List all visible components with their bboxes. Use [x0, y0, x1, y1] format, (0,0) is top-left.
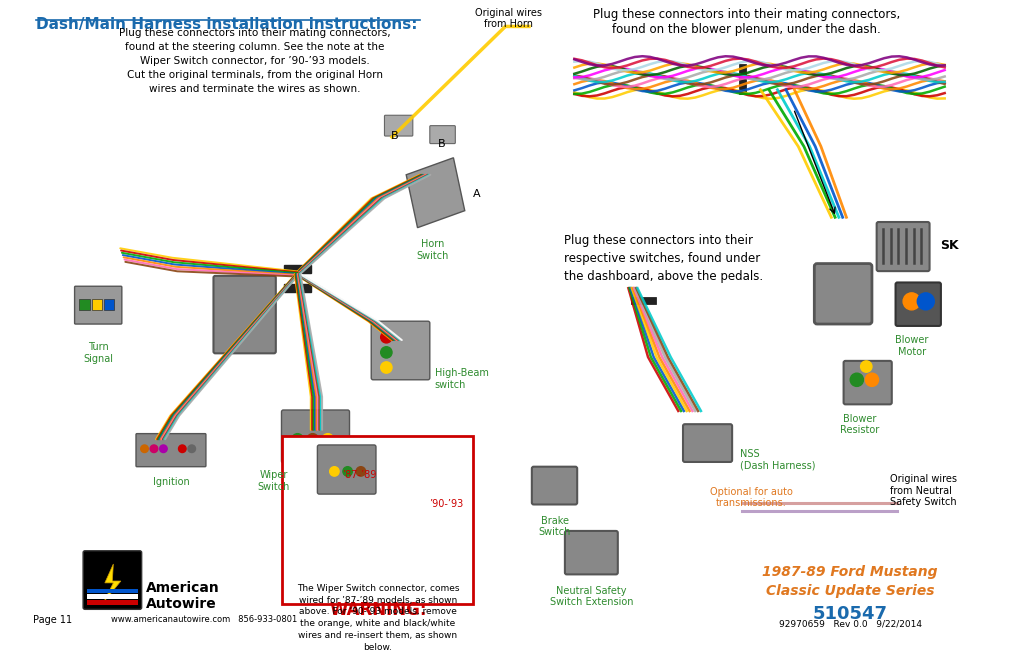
- Text: Turn
Signal: Turn Signal: [83, 342, 114, 364]
- Text: Blower
Resistor: Blower Resistor: [840, 414, 880, 436]
- Text: Wiper
Switch: Wiper Switch: [258, 471, 290, 492]
- Text: B: B: [438, 139, 445, 149]
- Text: B: B: [391, 131, 398, 141]
- Polygon shape: [103, 564, 121, 602]
- Polygon shape: [407, 158, 465, 227]
- Text: A: A: [473, 188, 481, 198]
- Text: Page 11: Page 11: [33, 615, 72, 625]
- FancyBboxPatch shape: [136, 434, 206, 467]
- Text: ’90-’93: ’90-’93: [429, 499, 463, 509]
- Text: Brake
Switch: Brake Switch: [539, 516, 570, 538]
- Circle shape: [151, 445, 158, 453]
- FancyBboxPatch shape: [814, 264, 872, 324]
- Text: SK: SK: [940, 239, 958, 252]
- Text: Ignition: Ignition: [153, 477, 189, 487]
- Circle shape: [381, 347, 392, 358]
- Circle shape: [381, 331, 392, 343]
- Bar: [91, 299, 102, 310]
- FancyBboxPatch shape: [283, 436, 473, 604]
- Text: 1987-89 Ford Mustang: 1987-89 Ford Mustang: [763, 565, 938, 579]
- FancyBboxPatch shape: [372, 321, 430, 380]
- Circle shape: [307, 434, 318, 445]
- Circle shape: [850, 373, 863, 386]
- Text: Blower
Motor: Blower Motor: [895, 335, 929, 357]
- FancyBboxPatch shape: [282, 410, 349, 463]
- Text: www.americanautowire.com   856-933-0801: www.americanautowire.com 856-933-0801: [112, 615, 298, 624]
- Text: ’87-’89: ’87-’89: [342, 471, 376, 480]
- Text: Neutral Safety
Switch Extension: Neutral Safety Switch Extension: [550, 586, 633, 608]
- Text: 92970659   Rev 0.0   9/22/2014: 92970659 Rev 0.0 9/22/2014: [778, 619, 922, 629]
- FancyBboxPatch shape: [83, 551, 141, 610]
- Text: High-Beam
switch: High-Beam switch: [434, 368, 488, 390]
- Text: American
Autowire: American Autowire: [146, 581, 220, 611]
- FancyBboxPatch shape: [317, 445, 376, 494]
- Text: Horn
Switch: Horn Switch: [417, 239, 449, 260]
- Text: Plug these connectors into their
respective switches, found under
the dashboard,: Plug these connectors into their respect…: [564, 235, 763, 283]
- Text: Original wires
from Neutral
Safety Switch: Original wires from Neutral Safety Switc…: [890, 474, 956, 507]
- Text: WARNING:: WARNING:: [329, 601, 427, 619]
- FancyBboxPatch shape: [565, 531, 617, 575]
- FancyBboxPatch shape: [877, 222, 930, 271]
- Circle shape: [343, 467, 352, 476]
- Bar: [285, 266, 310, 273]
- Circle shape: [178, 445, 186, 453]
- FancyBboxPatch shape: [213, 276, 275, 353]
- Bar: [631, 297, 655, 304]
- Circle shape: [330, 467, 339, 476]
- Text: 510547: 510547: [813, 604, 888, 623]
- Circle shape: [860, 361, 872, 372]
- Text: Plug these connectors into their mating connectors,
found on the blower plenum, : Plug these connectors into their mating …: [593, 7, 900, 36]
- Bar: [87, 588, 138, 593]
- Bar: [738, 64, 746, 94]
- Text: Plug these connectors into their mating connectors,
found at the steering column: Plug these connectors into their mating …: [119, 28, 391, 94]
- Circle shape: [323, 434, 334, 445]
- FancyBboxPatch shape: [75, 286, 122, 324]
- Circle shape: [292, 434, 303, 445]
- Circle shape: [903, 293, 921, 310]
- Circle shape: [918, 293, 934, 310]
- Text: The Wiper Switch connector, comes
wired for ’87-’89 models, as shown
above. For : The Wiper Switch connector, comes wired …: [297, 584, 459, 652]
- FancyBboxPatch shape: [896, 283, 941, 326]
- FancyBboxPatch shape: [531, 467, 578, 505]
- Bar: [79, 299, 90, 310]
- Bar: [285, 285, 310, 292]
- Text: Classic Update Series: Classic Update Series: [766, 584, 935, 598]
- Text: Original wires
from Horn: Original wires from Horn: [475, 7, 542, 29]
- Circle shape: [169, 445, 176, 453]
- Circle shape: [140, 445, 148, 453]
- Circle shape: [188, 445, 196, 453]
- FancyBboxPatch shape: [683, 424, 732, 462]
- Circle shape: [160, 445, 167, 453]
- Text: Dash/Main Harness installation instructions:: Dash/Main Harness installation instructi…: [36, 17, 418, 32]
- FancyBboxPatch shape: [430, 126, 456, 144]
- Text: Optional for auto
transmissions.: Optional for auto transmissions.: [710, 486, 793, 508]
- Circle shape: [356, 467, 366, 476]
- Bar: [103, 299, 115, 310]
- FancyBboxPatch shape: [384, 115, 413, 136]
- Bar: [87, 594, 138, 599]
- Circle shape: [865, 373, 879, 386]
- Text: NSS
(Dash Harness): NSS (Dash Harness): [739, 449, 815, 471]
- Bar: [87, 600, 138, 604]
- FancyBboxPatch shape: [844, 361, 892, 405]
- Circle shape: [381, 362, 392, 373]
